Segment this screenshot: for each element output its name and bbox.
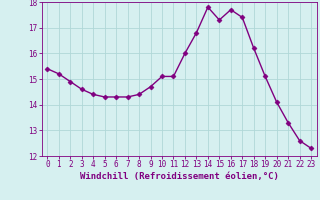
X-axis label: Windchill (Refroidissement éolien,°C): Windchill (Refroidissement éolien,°C) [80,172,279,181]
